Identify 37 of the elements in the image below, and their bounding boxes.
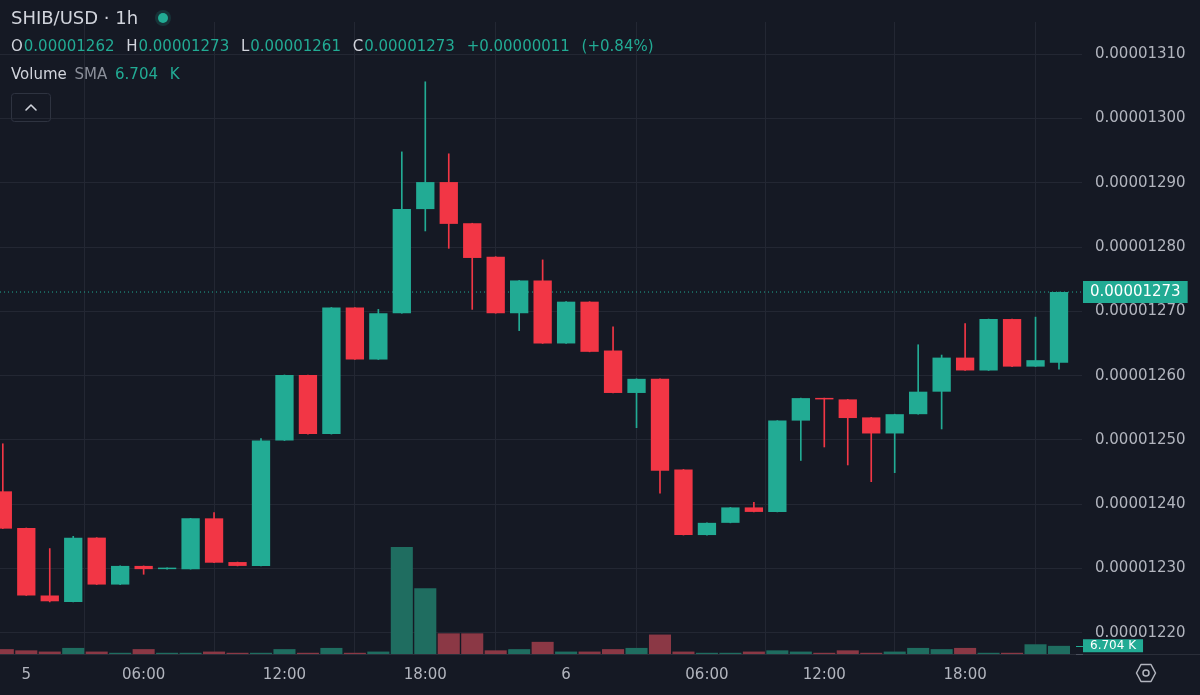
y-tick-label: 0.00001220 xyxy=(1095,622,1186,641)
y-tick-label: 0.00001300 xyxy=(1095,108,1186,127)
bar xyxy=(625,647,648,654)
y-tick-label: 0.00001260 xyxy=(1095,365,1186,384)
y-tick-label: 0.00001280 xyxy=(1095,236,1186,255)
bar xyxy=(930,649,953,654)
chart-title: SHIB/USD · 1h xyxy=(11,6,139,28)
y-tick-label: 0.00001230 xyxy=(1095,558,1186,577)
bar xyxy=(508,649,531,654)
bar xyxy=(484,650,507,654)
x-tick-label: 18:00 xyxy=(403,664,447,683)
x-tick-label: 12:00 xyxy=(262,664,307,683)
x-tick-label: 06:00 xyxy=(122,664,166,683)
bar xyxy=(766,650,789,654)
y-tick-label: 0.00001270 xyxy=(1095,301,1186,320)
bar xyxy=(132,649,155,654)
candlestick xyxy=(40,548,59,603)
bar xyxy=(62,647,85,654)
candlestick xyxy=(416,81,435,232)
bar xyxy=(320,647,343,654)
y-tick-label: 0.00001250 xyxy=(1095,429,1186,448)
annotation: Volume SMA 6.704 K xyxy=(11,64,181,83)
x-tick-label: 6 xyxy=(561,664,571,683)
bar xyxy=(954,647,977,654)
y-tick-label: 0.00001290 xyxy=(1095,172,1186,191)
x-tick-label: 12:00 xyxy=(802,664,846,683)
y2-tick-label: 6.704 K xyxy=(1090,638,1138,653)
y-tick-label: 0.00001240 xyxy=(1095,494,1186,513)
x-tick-label: 06:00 xyxy=(685,664,729,683)
candlestick xyxy=(862,417,881,483)
text: O0.00001262 H0.00001273 L0.00001261 C0.00001273 +0.00000011 (+0.84%) xyxy=(11,36,654,55)
candlestick xyxy=(955,323,975,371)
y-tick-label: 0.00001310 xyxy=(1095,44,1186,63)
bar xyxy=(531,641,554,654)
x-tick-label: 18:00 xyxy=(943,664,987,683)
ref-line-label: 0.00001273 xyxy=(1090,282,1181,301)
x-tick-label: 5 xyxy=(21,664,32,683)
